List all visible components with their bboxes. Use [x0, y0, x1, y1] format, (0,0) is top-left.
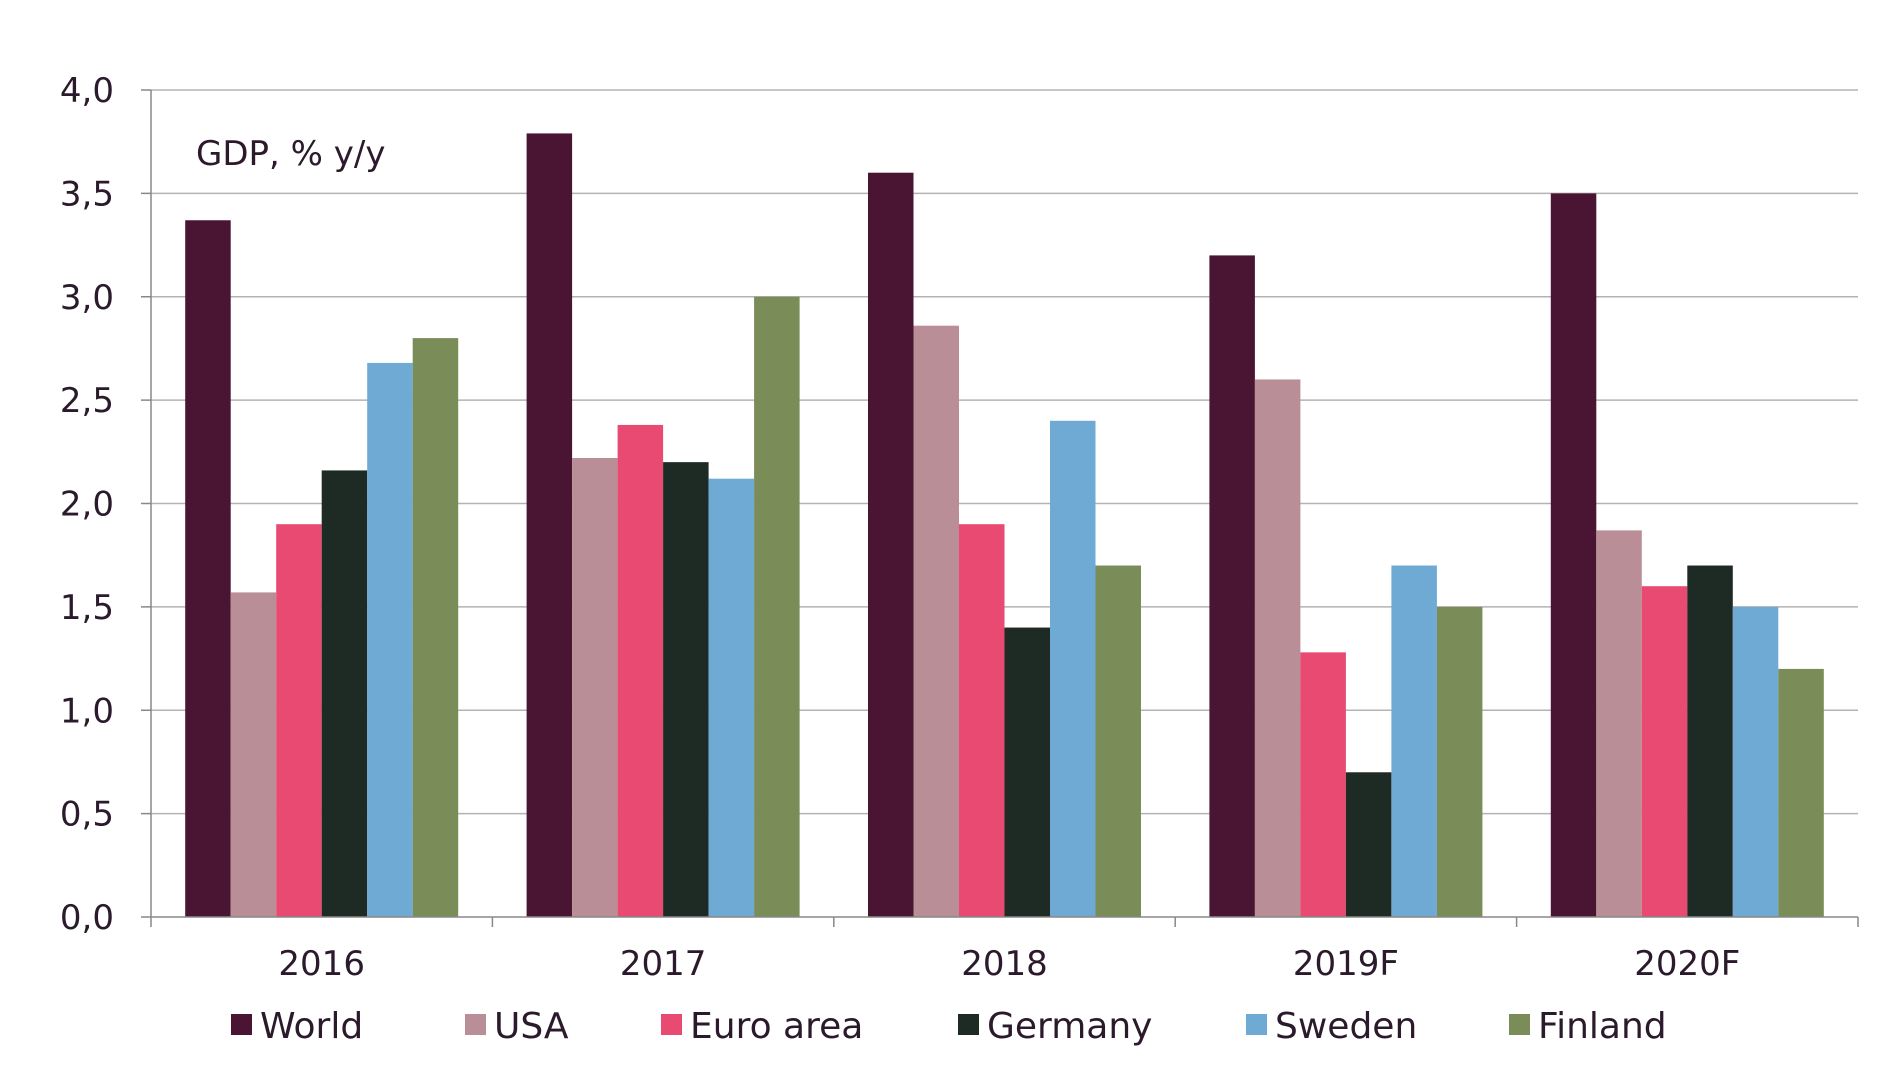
bar-germany-2019f [1345, 772, 1392, 917]
legend-swatch-world [231, 1014, 252, 1035]
bar-world-2019f [1209, 255, 1255, 917]
legend-label-world: World [260, 1006, 363, 1047]
bar-germany-2018 [1004, 627, 1050, 917]
legend-swatch-sweden [1246, 1014, 1267, 1035]
bar-finland-2016 [412, 338, 459, 918]
y-tick-label-1: 0,5 [60, 795, 114, 835]
bar-sweden-2018 [1050, 420, 1096, 917]
bar-world-2017 [526, 133, 573, 918]
y-tick-label-8: 4,0 [60, 71, 114, 111]
bar-germany-2017 [663, 462, 709, 917]
chart-annotation: GDP, % y/y [196, 134, 385, 174]
bar-world-2016 [185, 220, 231, 917]
axes: 0,0 0,5 1,0 1,5 2,0 2,5 3,0 3,5 4,0 2016 2017 2018 2… [60, 71, 1859, 984]
bar-usa-2017 [572, 458, 618, 917]
bar-usa-2018 [913, 325, 959, 917]
x-category-label-4: 2020F [1634, 944, 1740, 984]
legend-swatch-germany [958, 1014, 979, 1035]
bar-world-2018 [868, 172, 914, 917]
y-tick-label-2: 1,0 [60, 691, 114, 731]
legend-label-finland: Finland [1538, 1006, 1667, 1047]
x-category-label-3: 2019F [1293, 944, 1399, 984]
legend-label-euro-area: Euro area [690, 1006, 863, 1047]
bar-euro-area-2019f [1300, 652, 1346, 917]
legend-label-sweden: Sweden [1275, 1006, 1417, 1047]
x-category-label-1: 2017 [620, 944, 707, 984]
y-tick-label-5: 2,5 [60, 381, 114, 421]
bar-usa-2019f [1254, 379, 1301, 917]
bar-germany-2016 [321, 470, 368, 917]
bar-germany-2020f [1687, 565, 1733, 917]
bar-finland-2018 [1095, 565, 1141, 917]
bar-euro-area-2020f [1641, 586, 1688, 917]
bar-usa-2020f [1596, 530, 1642, 917]
y-tick-label-0: 0,0 [60, 898, 114, 938]
bar-finland-2020f [1778, 668, 1824, 917]
legend: World USA Euro area Germany Sweden Finland [231, 1006, 1667, 1047]
bar-sweden-2020f [1732, 606, 1779, 917]
legend-swatch-finland [1509, 1014, 1530, 1035]
y-tick-label-6: 3,0 [60, 278, 114, 318]
bar-sweden-2019f [1391, 565, 1437, 917]
x-category-label-2: 2018 [961, 944, 1048, 984]
legend-swatch-euro-area [661, 1014, 682, 1035]
legend-label-germany: Germany [987, 1006, 1152, 1047]
bar-euro-area-2017 [617, 424, 664, 917]
bar-euro-area-2016 [276, 524, 322, 917]
bar-finland-2019f [1436, 606, 1483, 917]
bar-euro-area-2018 [959, 524, 1005, 917]
legend-label-usa: USA [494, 1006, 569, 1047]
y-tick-label-3: 1,5 [60, 588, 114, 628]
bars [185, 133, 1824, 918]
x-category-label-0: 2016 [278, 944, 365, 984]
bar-usa-2016 [230, 592, 277, 917]
legend-swatch-usa [465, 1014, 486, 1035]
bar-sweden-2017 [708, 478, 755, 917]
bar-world-2020f [1550, 193, 1597, 917]
bar-finland-2017 [754, 296, 800, 917]
y-tick-label-7: 3,5 [60, 174, 114, 214]
bar-sweden-2016 [367, 362, 413, 917]
y-tick-label-4: 2,0 [60, 485, 114, 525]
